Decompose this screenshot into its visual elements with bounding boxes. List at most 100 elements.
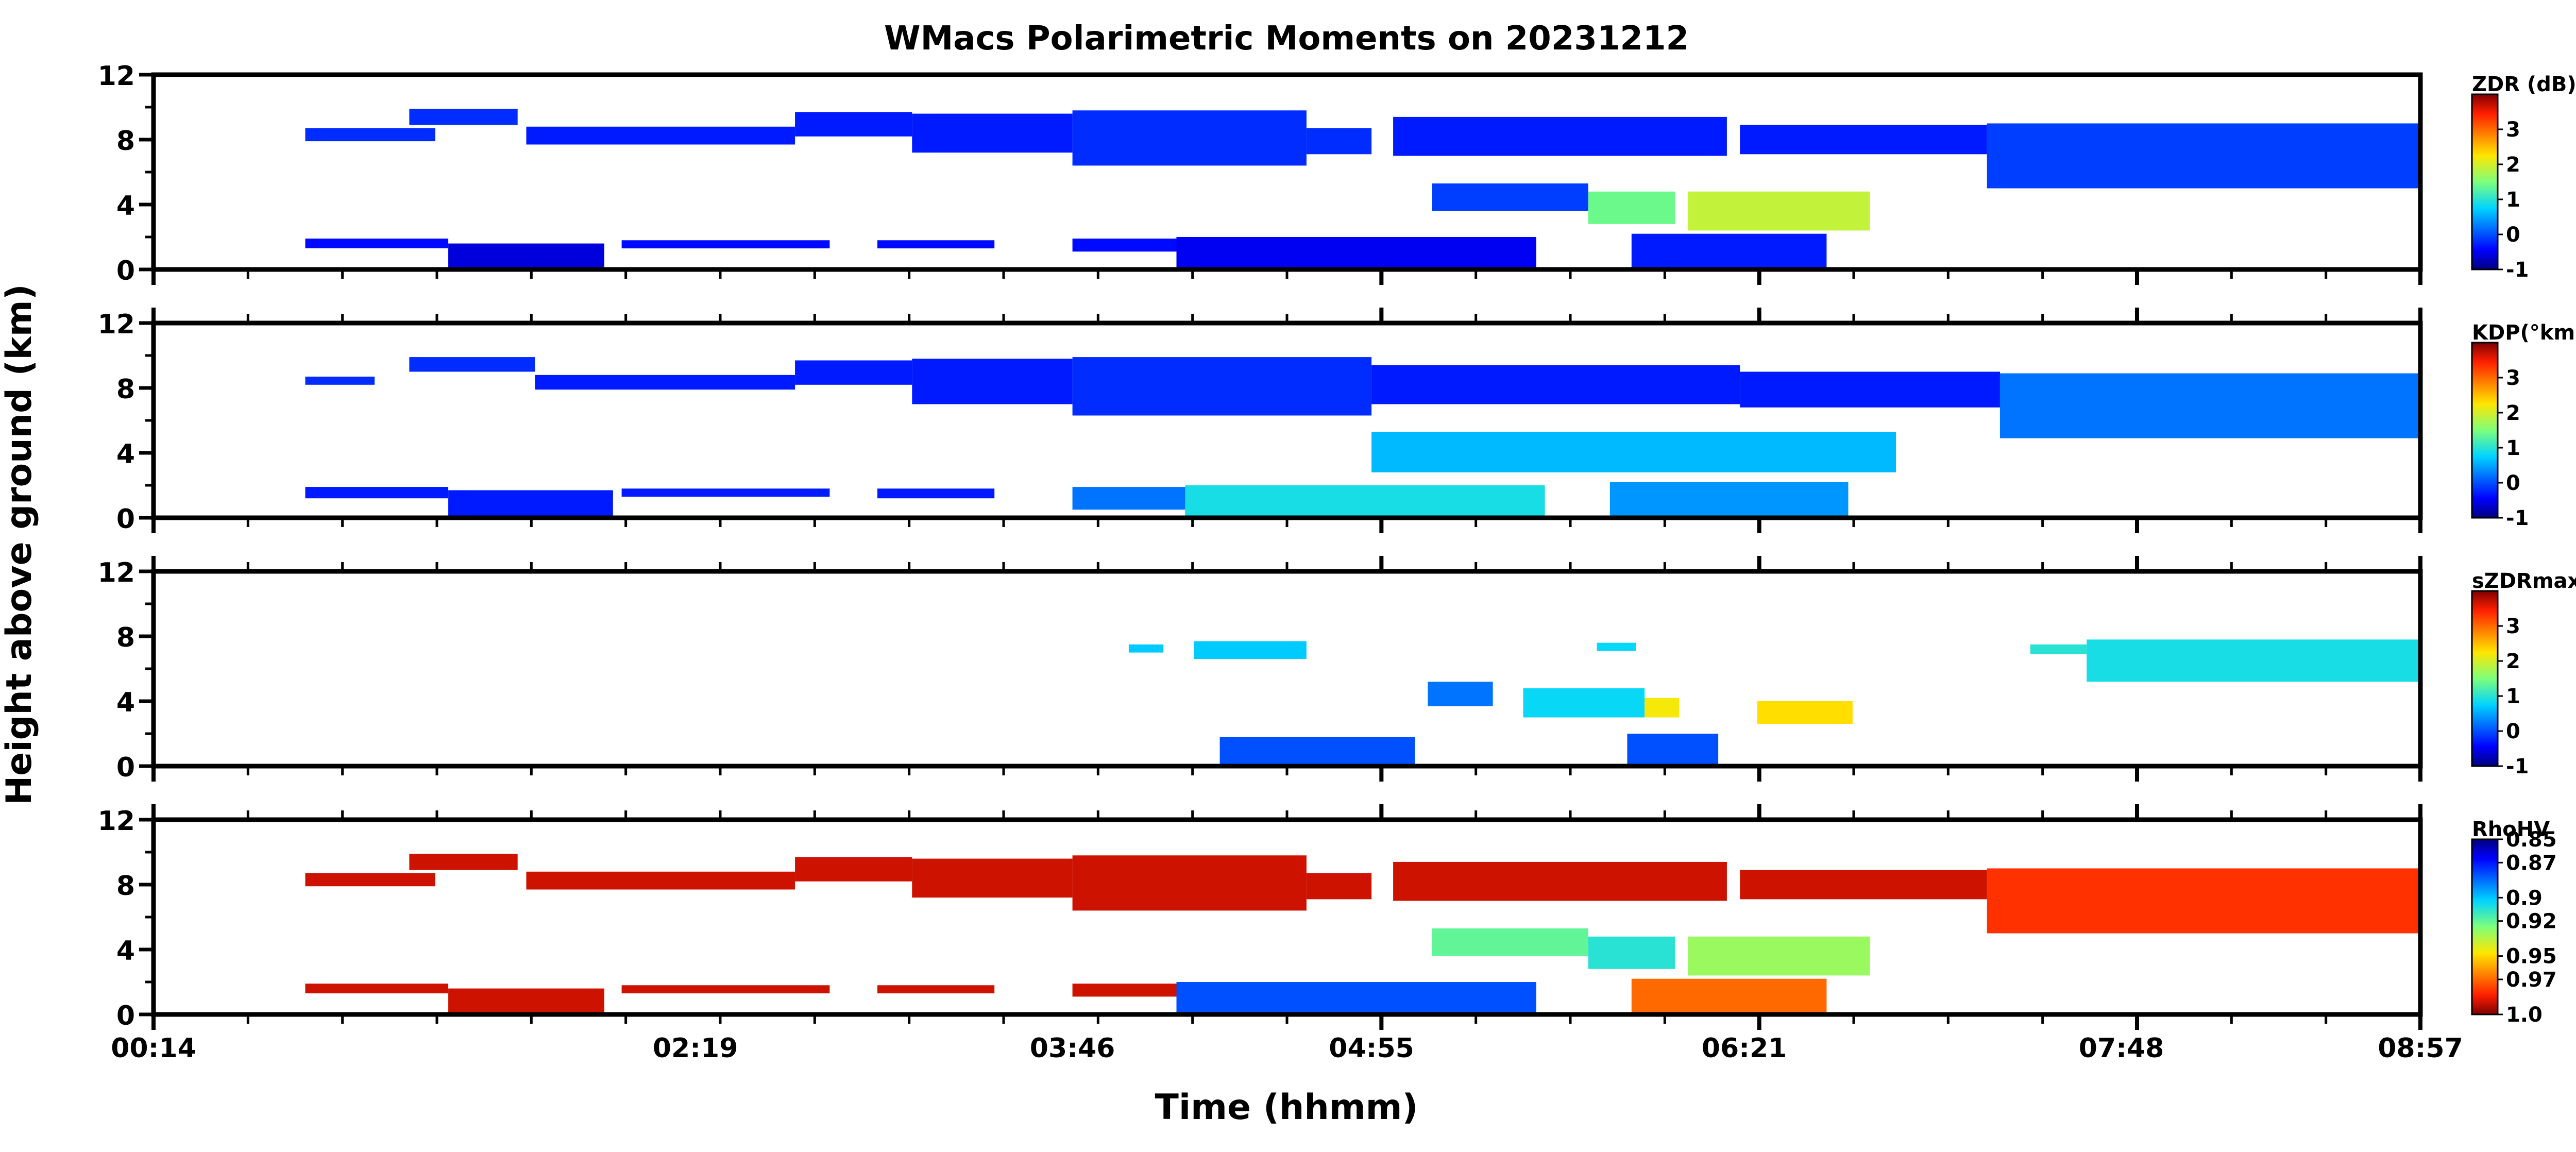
echo-cell: [305, 984, 449, 994]
echo-cell: [305, 377, 375, 385]
echo-cell: [409, 357, 535, 372]
echo-cell: [409, 854, 518, 870]
colorbar-tick-label: 0.9: [2506, 886, 2543, 910]
echo-cell: [1176, 982, 1536, 1014]
echo-cell: [1432, 928, 1588, 956]
echo-cell: [877, 488, 995, 499]
x-tick-label: 00:14: [111, 1033, 196, 1064]
echo-cell: [305, 128, 435, 142]
echo-cell: [795, 360, 912, 385]
x-tick-label: 06:21: [1702, 1033, 1787, 1064]
echo-cell: [448, 490, 613, 518]
kdp-colorbar-label: KDP(°km⁻¹): [2472, 321, 2576, 345]
x-tick-label: 04:55: [1329, 1033, 1414, 1064]
echo-cell: [2087, 639, 2420, 682]
x-tick-labels: 00:14 02:19 03:46 04:55 06:21 07:48 08:57: [111, 1033, 2463, 1064]
colorbar-tick-label: 2: [2506, 401, 2520, 425]
colorbar-tick-label: 0: [2506, 471, 2520, 495]
colorbar-tick-label: 2: [2506, 650, 2520, 673]
echo-cell: [1740, 371, 2000, 408]
echo-cell: [621, 240, 830, 249]
echo-cell: [305, 239, 449, 248]
echo-cell: [1523, 688, 1645, 718]
szdrmax-echo-cells: [1128, 639, 2420, 766]
echo-cell: [1072, 357, 1372, 416]
colorbar-tick-label: 0.97: [2506, 968, 2557, 992]
colorbar-tick-label: -1: [2506, 258, 2529, 282]
echo-cell: [1688, 936, 1870, 976]
rhohv-colorbar-ticks: 0.850.87 0.90.92 0.950.97 1.0: [2498, 828, 2557, 1027]
kdp-axis-ticks: 0 4 8 12: [98, 308, 2422, 535]
echo-cell: [1740, 870, 1987, 900]
colorbar-tick-label: -1: [2506, 506, 2529, 530]
kdp-colorbar-ticks: -1 0 1 2 3: [2498, 366, 2529, 530]
x-tick-label: 08:57: [2378, 1033, 2463, 1064]
echo-cell: [305, 873, 435, 887]
echo-cell: [448, 243, 604, 269]
szdrmax-colorbar: sZDRmax(dB) -1 0 1 2 3: [2471, 569, 2576, 778]
y-tick-label: 8: [116, 126, 135, 157]
echo-cell: [1987, 123, 2420, 189]
szdrmax-colorbar-scale: [2471, 590, 2499, 767]
y-tick-label: 4: [116, 936, 135, 967]
zdr-colorbar: ZDR (dB) -1 0 1 2 3: [2471, 73, 2576, 282]
echo-cell: [1987, 868, 2420, 934]
colorbar-tick-label: 1.0: [2506, 1003, 2543, 1027]
echo-cell: [795, 112, 912, 137]
echo-cell: [448, 988, 604, 1014]
echo-cell: [1588, 936, 1675, 969]
y-tick-label: 0: [116, 504, 135, 535]
echo-cell: [1393, 116, 1727, 156]
zdr-colorbar-label: ZDR (dB): [2472, 73, 2576, 96]
y-tick-label: 12: [98, 557, 135, 588]
echo-cell: [1194, 641, 1307, 659]
echo-cell: [1597, 642, 1636, 651]
y-tick-label: 12: [98, 61, 135, 92]
x-tick-label: 02:19: [653, 1033, 738, 1064]
y-tick-label: 4: [116, 191, 135, 222]
echo-cell: [1588, 191, 1675, 224]
colorbar-tick-label: 1: [2506, 436, 2520, 460]
echo-cell: [1306, 873, 1372, 900]
colorbar-tick-label: 3: [2506, 366, 2520, 390]
colorbar-tick-label: 0: [2506, 720, 2520, 743]
echo-cell: [877, 985, 995, 994]
colorbar-tick-label: 3: [2506, 615, 2520, 638]
rhohv-panel: 0 4 8 12 RhoHV 0.850.87 0.90.92 0.950.97 1.0: [98, 804, 2557, 1031]
y-tick-label: 8: [116, 622, 135, 653]
echo-cell: [2030, 644, 2087, 654]
echo-cell: [621, 985, 830, 994]
echo-cell: [1740, 125, 1987, 155]
echo-cell: [1371, 432, 1896, 472]
echo-cell: [535, 375, 795, 390]
echo-cell: [912, 858, 1073, 898]
echo-cell: [912, 113, 1073, 153]
x-tick-label: 03:46: [1030, 1033, 1115, 1064]
y-tick-label: 12: [98, 309, 135, 340]
kdp-colorbar: KDP(°km⁻¹) -1 0 1 2 3: [2471, 321, 2576, 530]
zdr-colorbar-scale: [2471, 93, 2499, 270]
szdrmax-colorbar-label: sZDRmax(dB): [2472, 569, 2576, 593]
zdr-axis-ticks: 0 4 8 12: [98, 61, 2422, 286]
colorbar-tick-label: 3: [2506, 118, 2520, 142]
echo-cell: [912, 359, 1073, 404]
chart-title: WMacs Polarimetric Moments on 20231212: [884, 20, 1689, 58]
colorbar-tick-label: 0.85: [2506, 828, 2557, 852]
echo-cell: [1609, 482, 1849, 518]
echo-cell: [621, 488, 830, 497]
rhohv-colorbar-scale: [2471, 838, 2499, 1015]
szdrmax-axis-ticks: 0 4 8 12: [98, 556, 2422, 783]
echo-cell: [1432, 183, 1588, 211]
y-tick-label: 0: [116, 256, 135, 286]
echo-cell: [305, 487, 449, 499]
echo-cell: [1999, 373, 2420, 438]
echo-cell: [526, 871, 795, 890]
echo-cell: [1393, 861, 1727, 901]
kdp-echo-cells: [305, 357, 2420, 518]
echo-cell: [1627, 734, 1719, 766]
x-axis-label: Time (hhmm): [1155, 1087, 1418, 1128]
